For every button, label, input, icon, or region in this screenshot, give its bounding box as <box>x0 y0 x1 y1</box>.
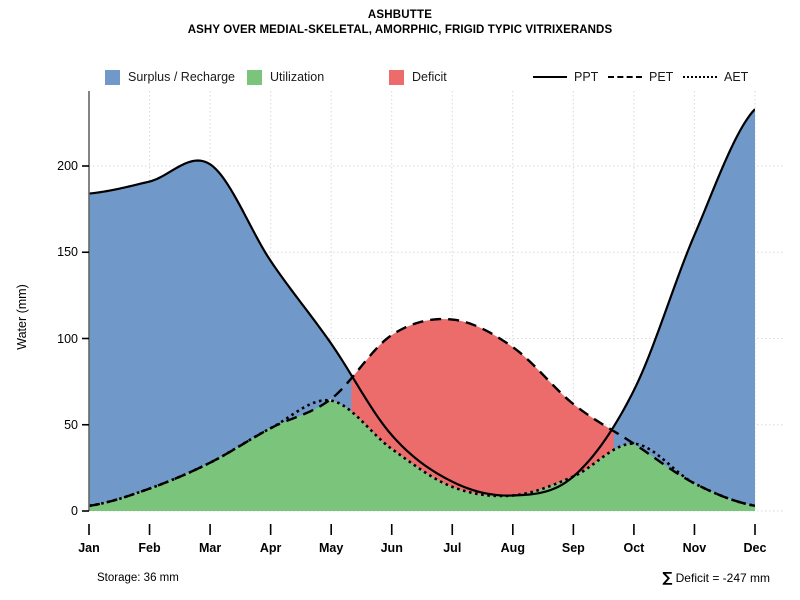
y-tick-label: 100 <box>57 331 78 346</box>
legend-swatch-deficit-icon <box>389 69 404 85</box>
legend-item-aet[interactable]: AET <box>683 68 748 86</box>
chart-subtitle: ASHY OVER MEDIAL-SKELETAL, AMORPHIC, FRI… <box>187 24 613 36</box>
legend-item-deficit[interactable]: Deficit <box>389 68 447 86</box>
legend-item-pet[interactable]: PET <box>608 68 673 86</box>
legend-item-utilization[interactable]: Utilization <box>247 68 324 86</box>
y-axis-label: Water (mm) <box>15 284 29 350</box>
y-tick-label: 0 <box>71 504 78 518</box>
band-utilization <box>89 400 755 511</box>
y-tick-label: 50 <box>64 417 78 432</box>
band-surplus <box>89 109 755 506</box>
x-tick-label-apr: Apr <box>259 541 282 555</box>
x-tick-label-may: May <box>319 541 344 555</box>
fill-bands <box>89 109 755 511</box>
legend-swatch-surplus-icon <box>105 69 120 85</box>
legend-label-surplus: Surplus / Recharge <box>128 70 236 84</box>
x-tick-label-oct: Oct <box>623 541 645 555</box>
legend-swatch-utilization-icon <box>247 69 262 85</box>
page-title: ASHBUTTE <box>367 9 433 21</box>
curves <box>89 108 755 508</box>
x-tick-label-dec: Dec <box>743 541 767 555</box>
x-tick-label-nov: Nov <box>682 541 707 555</box>
legend-item-ppt[interactable]: PPT <box>533 68 598 86</box>
y-tick-label: 150 <box>57 245 78 260</box>
curve-ppt <box>89 108 755 497</box>
legend-line-dashed-icon <box>608 70 642 84</box>
x-tick-label-jul: Jul <box>443 541 462 555</box>
legend-label-ppt: PPT <box>574 70 599 84</box>
band-deficit <box>331 319 632 496</box>
x-tick-label-feb: Feb <box>138 541 161 555</box>
chart-title-block: ASHBUTTE ASHY OVER MEDIAL-SKELETAL, AMOR… <box>0 8 800 38</box>
x-tick-label-jun: Jun <box>380 541 403 555</box>
legend-label-aet: AET <box>724 70 749 84</box>
y-tick-label: 200 <box>57 159 78 173</box>
storage-annotation: Storage: 36 mm <box>97 572 179 584</box>
chart-legend: Surplus / Recharge Utilization Deficit P… <box>0 68 800 86</box>
sigma-icon: ∑ <box>662 570 673 586</box>
legend-label-pet: PET <box>649 70 674 84</box>
legend-line-dotted-icon <box>683 70 717 84</box>
deficit-annotation-text: Deficit = -247 mm <box>675 571 770 585</box>
x-tick-label-jan: Jan <box>78 541 100 555</box>
legend-item-surplus[interactable]: Surplus / Recharge <box>105 68 235 86</box>
legend-line-solid-icon <box>533 70 567 84</box>
deficit-annotation: ∑ Deficit = -247 mm <box>662 570 770 586</box>
legend-label-deficit: Deficit <box>412 70 447 84</box>
x-tick-label-sep: Sep <box>561 541 585 555</box>
x-tick-label-mar: Mar <box>198 541 222 555</box>
legend-label-utilization: Utilization <box>270 70 325 84</box>
curve-pet <box>89 317 755 508</box>
curve-aet <box>89 398 755 508</box>
x-tick-label-aug: Aug <box>500 541 525 555</box>
